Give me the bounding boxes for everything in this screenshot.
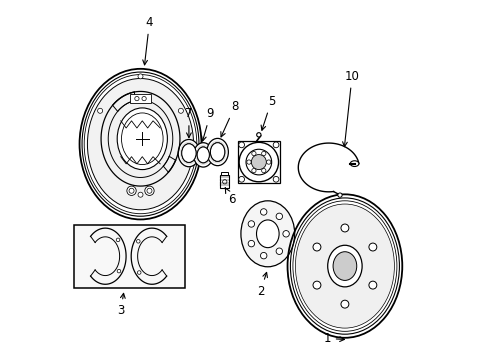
Ellipse shape — [245, 149, 271, 175]
Circle shape — [266, 160, 270, 164]
Circle shape — [340, 224, 348, 232]
Ellipse shape — [180, 141, 198, 165]
Circle shape — [251, 151, 256, 156]
Bar — [238, 141, 279, 183]
Text: 10: 10 — [342, 69, 359, 147]
Circle shape — [340, 300, 348, 308]
Bar — [220, 175, 228, 188]
Circle shape — [222, 180, 226, 184]
Circle shape — [147, 188, 152, 193]
Ellipse shape — [349, 161, 358, 167]
Ellipse shape — [210, 143, 224, 161]
Ellipse shape — [121, 113, 163, 165]
Ellipse shape — [208, 140, 226, 163]
Circle shape — [276, 213, 282, 220]
Circle shape — [142, 96, 146, 101]
Text: 6: 6 — [224, 188, 235, 206]
Circle shape — [129, 188, 134, 193]
Circle shape — [368, 281, 376, 289]
Ellipse shape — [295, 204, 394, 328]
Circle shape — [126, 186, 136, 195]
Circle shape — [144, 186, 154, 195]
Circle shape — [312, 281, 320, 289]
Text: 4: 4 — [142, 16, 153, 65]
Circle shape — [260, 209, 266, 215]
Bar — [221, 172, 228, 175]
Circle shape — [135, 96, 139, 101]
Circle shape — [247, 240, 254, 247]
Text: 9: 9 — [201, 107, 214, 141]
Circle shape — [273, 176, 278, 182]
Ellipse shape — [332, 252, 356, 280]
Circle shape — [261, 151, 265, 156]
Ellipse shape — [327, 245, 362, 287]
Text: 8: 8 — [221, 100, 238, 137]
Circle shape — [98, 108, 102, 113]
Ellipse shape — [197, 147, 209, 163]
Circle shape — [261, 168, 265, 173]
Circle shape — [138, 192, 142, 197]
Text: 3: 3 — [117, 293, 125, 318]
Circle shape — [337, 193, 342, 197]
Circle shape — [238, 176, 244, 182]
Ellipse shape — [87, 78, 193, 210]
Ellipse shape — [206, 138, 228, 166]
Circle shape — [273, 142, 278, 148]
Ellipse shape — [251, 154, 266, 170]
Text: 7: 7 — [185, 107, 192, 138]
Bar — [129, 94, 151, 103]
Circle shape — [260, 252, 266, 259]
Text: 2: 2 — [256, 273, 267, 298]
Circle shape — [276, 248, 282, 255]
Circle shape — [246, 160, 251, 164]
Bar — [74, 225, 185, 288]
Ellipse shape — [178, 139, 199, 167]
Circle shape — [247, 221, 254, 227]
Ellipse shape — [182, 144, 196, 162]
Circle shape — [138, 74, 142, 79]
Circle shape — [282, 230, 289, 237]
Circle shape — [137, 271, 141, 274]
Ellipse shape — [256, 220, 279, 248]
Ellipse shape — [195, 145, 211, 165]
Circle shape — [178, 108, 183, 113]
Circle shape — [256, 133, 261, 137]
Ellipse shape — [182, 144, 196, 162]
Circle shape — [116, 238, 120, 242]
Ellipse shape — [193, 143, 212, 167]
Ellipse shape — [197, 147, 209, 163]
Ellipse shape — [239, 142, 278, 182]
Circle shape — [136, 239, 140, 243]
Ellipse shape — [241, 201, 294, 267]
Circle shape — [238, 142, 244, 148]
Circle shape — [117, 269, 121, 273]
Ellipse shape — [117, 108, 167, 170]
Text: 5: 5 — [261, 95, 275, 130]
Circle shape — [251, 168, 256, 173]
Ellipse shape — [210, 143, 224, 161]
Circle shape — [368, 243, 376, 251]
Circle shape — [312, 243, 320, 251]
Text: 1: 1 — [323, 332, 344, 345]
